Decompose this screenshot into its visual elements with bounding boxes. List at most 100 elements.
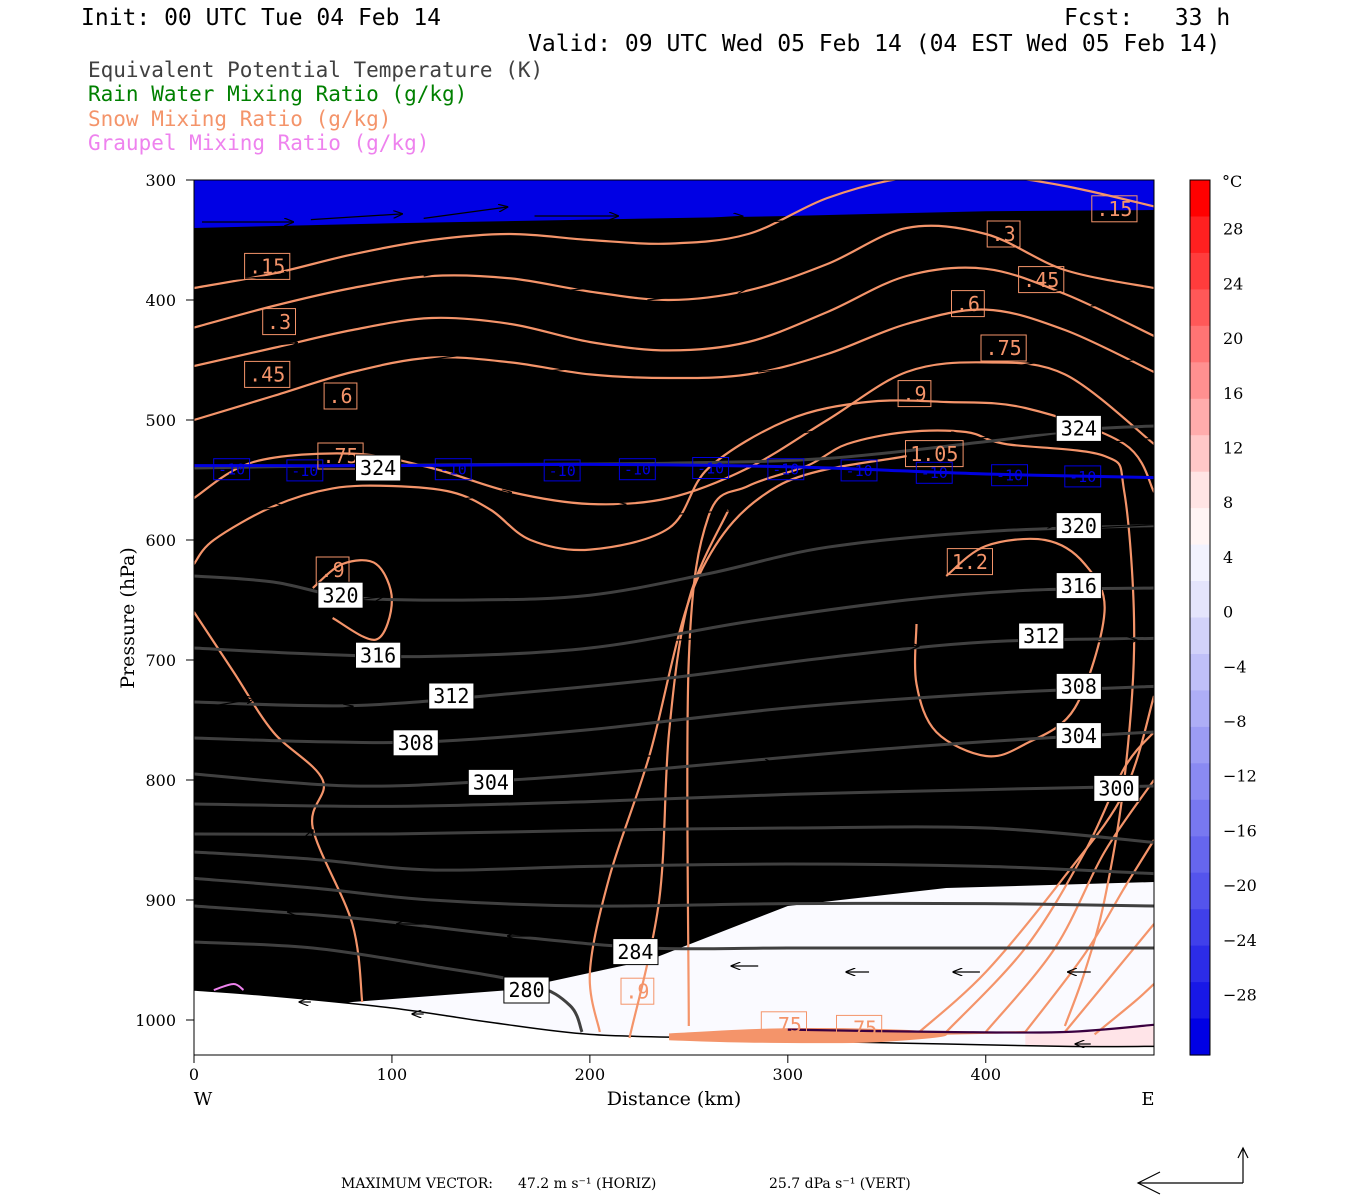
wind-vector [423,261,500,277]
svg-text:.3: .3 [992,222,1016,246]
colorbar-swatch [1190,726,1210,764]
colorbar-tick-label: −20 [1223,876,1257,895]
wind-vector [534,364,622,373]
colorbar-swatch [1190,872,1210,910]
colorbar-swatch [1190,398,1210,436]
colorbar-swatch [1190,325,1210,363]
wind-vector [758,762,773,764]
y-tick-label: 300 [145,171,176,190]
wind-vector [758,279,853,295]
wind-vector [1090,437,1154,445]
wind-vector [868,768,888,770]
terrain-surface-line [194,989,1154,1048]
wind-vector [201,699,255,709]
colorbar-swatch [1190,252,1210,290]
svg-text:-10: -10 [921,464,948,482]
wind-vector [310,333,410,349]
colorbar-swatch [1190,982,1210,1020]
y-tick-label: 900 [145,891,176,910]
snow-contour [913,537,1106,758]
wind-vector [1090,356,1154,367]
wind-vector [1090,298,1154,307]
svg-text:-10: -10 [697,459,724,477]
wind-vector [423,610,496,619]
snow-contour [1064,923,1154,1033]
svg-text:-10: -10 [1069,468,1096,486]
theta-e-label: 316 [1055,572,1102,600]
isotherm-label: -10 [991,464,1028,487]
x-tick-label: 0 [189,1065,199,1084]
temperature-band [194,180,1154,228]
svg-text:324: 324 [1061,417,1097,441]
x-tick-label: 400 [970,1065,1001,1084]
colorbar-swatch [1190,508,1210,546]
colorbar-swatch [1190,654,1210,692]
theta-e-label: 312 [1018,622,1065,650]
isotherm-label: -10 [915,461,953,484]
theta-e-label: 312 [428,682,475,710]
wind-vector [758,427,853,439]
isotherm-label: -10 [767,458,805,481]
colorbar-tick-label: 4 [1223,548,1233,567]
isotherm-label: -10 [692,457,730,479]
wind-vector [534,630,600,637]
svg-text:316: 316 [1061,574,1097,598]
snow-contour-label: .75 [317,442,364,470]
y-tick-label: 400 [145,291,176,310]
snow-contour [1024,839,1154,1033]
wind-vector [422,838,425,842]
colorbar-swatch [1190,581,1210,619]
colorbar-swatch [1190,1018,1210,1056]
svg-text:300: 300 [1098,777,1134,801]
wind-vector [201,343,297,355]
x-axis-label: Distance (km) [607,1088,742,1110]
theta-e-label: 320 [317,581,364,609]
colorbar-tick-label: 24 [1223,274,1243,293]
warm-surface-patch [1025,1026,1154,1050]
wind-vector [647,510,738,517]
y-tick-label: 500 [145,411,176,430]
theta-e-contour-320 [194,524,1154,602]
colorbar-swatch [1190,836,1210,874]
wind-vector [423,349,515,361]
colorbar-swatch [1190,945,1210,983]
svg-text:.75: .75 [322,444,358,468]
wind-vector [201,601,278,613]
theta-e-contour-308 [194,684,1154,745]
max-vector-vert: 25.7 dPa s⁻¹ (VERT) [769,1176,911,1192]
wind-vector [194,910,203,913]
wind-vector [758,218,857,223]
y-axis-label: Pressure (hPa) [117,547,139,689]
colorbar-tick-label: 8 [1223,493,1233,512]
svg-text:.45: .45 [249,363,285,387]
colorbar-swatch [1190,763,1210,801]
wind-vector [868,353,964,367]
wind-vector [310,411,410,427]
theta-e-label: 316 [355,641,402,669]
isotherm-label: -10 [1064,465,1102,488]
svg-text:.75: .75 [766,1013,802,1037]
theta-e-contour-280 [194,940,584,1033]
svg-text:.9: .9 [321,558,345,582]
colorbar-tick-label: −24 [1223,931,1257,950]
wind-vector [310,706,353,715]
max-vector-horiz: 47.2 m s⁻¹ (HORIZ) [518,1176,657,1192]
theta-e-contour-292 [194,850,1154,876]
colorbar-tick-label: −8 [1223,712,1247,731]
colorbar-frame [1189,179,1211,1056]
snow-contour [194,308,1154,422]
snow-contour [194,180,1154,290]
svg-text:.3: .3 [267,310,291,334]
snow-contour-label: 1.2 [946,548,993,576]
legend-theta-e: Equivalent Potential Temperature (K) [88,58,544,82]
isotherm-label: -10 [840,459,878,482]
wind-vector [1090,230,1154,235]
wind-vector [979,289,1075,301]
svg-text:312: 312 [1023,624,1059,648]
colorbar-swatch [1190,180,1210,218]
svg-text:.9: .9 [902,382,926,406]
svg-text:-10: -10 [218,461,245,479]
rain-contour [787,1023,1154,1034]
svg-text:.45: .45 [1023,268,1059,292]
